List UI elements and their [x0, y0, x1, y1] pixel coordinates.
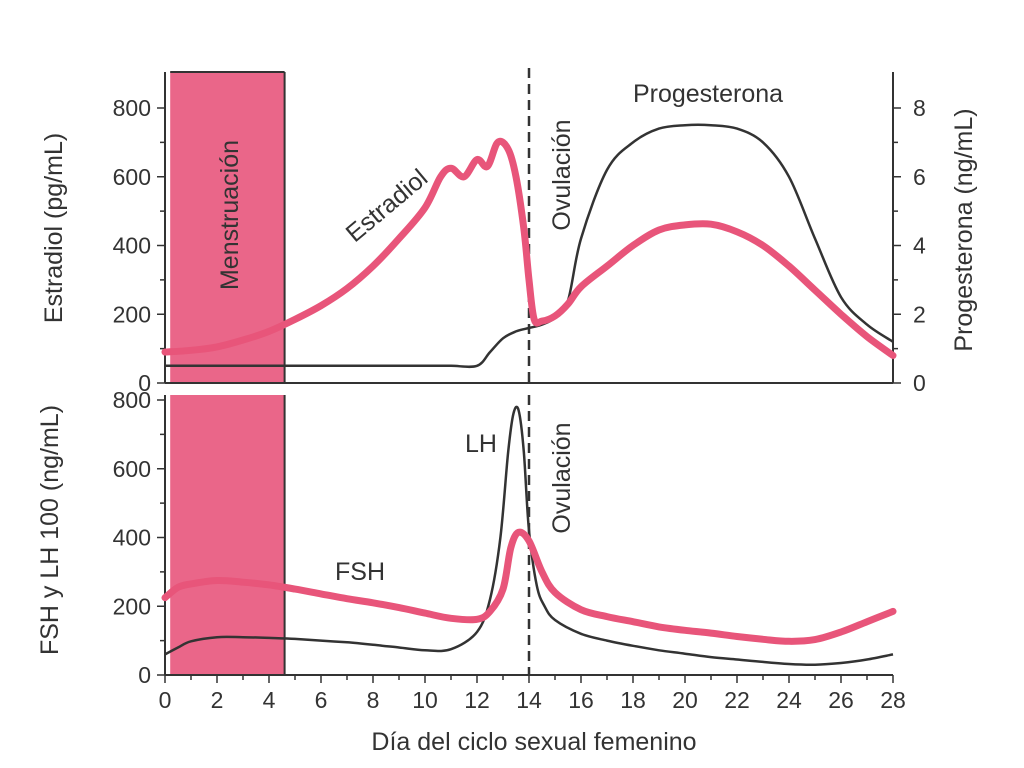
estradiol-series-label: Estradiol	[341, 164, 434, 248]
x-tick-label: 12	[464, 687, 490, 713]
x-axis-title: Día del ciclo sexual femenino	[371, 728, 696, 756]
x-tick-label: 2	[211, 687, 224, 713]
x-tick-label: 8	[367, 687, 380, 713]
fsh-lh-tick-label: 600	[113, 456, 151, 482]
progesterone-tick-label: 6	[913, 164, 926, 190]
fsh-series-label: FSH	[335, 558, 385, 586]
ovulation-label-bottom: Ovulación	[548, 422, 576, 533]
x-tick-label: 18	[620, 687, 646, 713]
estradiol-tick-label: 400	[113, 233, 151, 259]
estradiol-tick-label: 600	[113, 164, 151, 190]
estradiol-axis-title: Estradiol (pg/mL)	[40, 133, 68, 323]
ovulation-label-top: Ovulación	[548, 119, 576, 230]
estradiol-tick-label: 800	[113, 95, 151, 121]
fsh-lh-tick-label: 400	[113, 525, 151, 551]
x-tick-label: 10	[412, 687, 438, 713]
lh-series-label: LH	[465, 430, 497, 458]
x-tick-label: 24	[776, 687, 802, 713]
x-tick-label: 4	[263, 687, 276, 713]
progesterone-tick-label: 2	[913, 301, 926, 327]
x-tick-label: 28	[880, 687, 906, 713]
x-tick-label: 20	[672, 687, 698, 713]
x-tick-label: 26	[828, 687, 854, 713]
fsh-lh-tick-label: 0	[138, 662, 151, 688]
progesterone-tick-label: 0	[913, 370, 926, 396]
progesterone-series-label: Progesterona	[633, 80, 783, 108]
x-tick-label: 16	[568, 687, 594, 713]
progesterone-tick-label: 8	[913, 95, 926, 121]
x-tick-label: 22	[724, 687, 750, 713]
fsh-lh-tick-label: 800	[113, 387, 151, 413]
x-tick-label: 6	[315, 687, 328, 713]
x-tick-label: 0	[159, 687, 172, 713]
fsh-lh-axis-title: FSH y LH 100 (ng/mL)	[36, 405, 64, 655]
top-panel: Menstruación 0 200 400 600 800 Estradiol (pg/m…	[40, 68, 978, 396]
x-tick-label: 14	[516, 687, 542, 713]
fsh-lh-tick-label: 200	[113, 593, 151, 619]
progesterone-tick-label: 4	[913, 233, 926, 259]
progesterone-axis-title: Progesterona (ng/mL)	[950, 108, 978, 351]
menstruation-label: Menstruación	[216, 140, 244, 290]
estradiol-tick-label: 200	[113, 301, 151, 327]
fsh-line	[161, 528, 897, 645]
estradiol-tick-label: 0	[138, 370, 151, 396]
menstruation-band-bottom	[170, 395, 285, 675]
lh-line	[164, 405, 894, 666]
estradiol-line	[161, 137, 897, 359]
